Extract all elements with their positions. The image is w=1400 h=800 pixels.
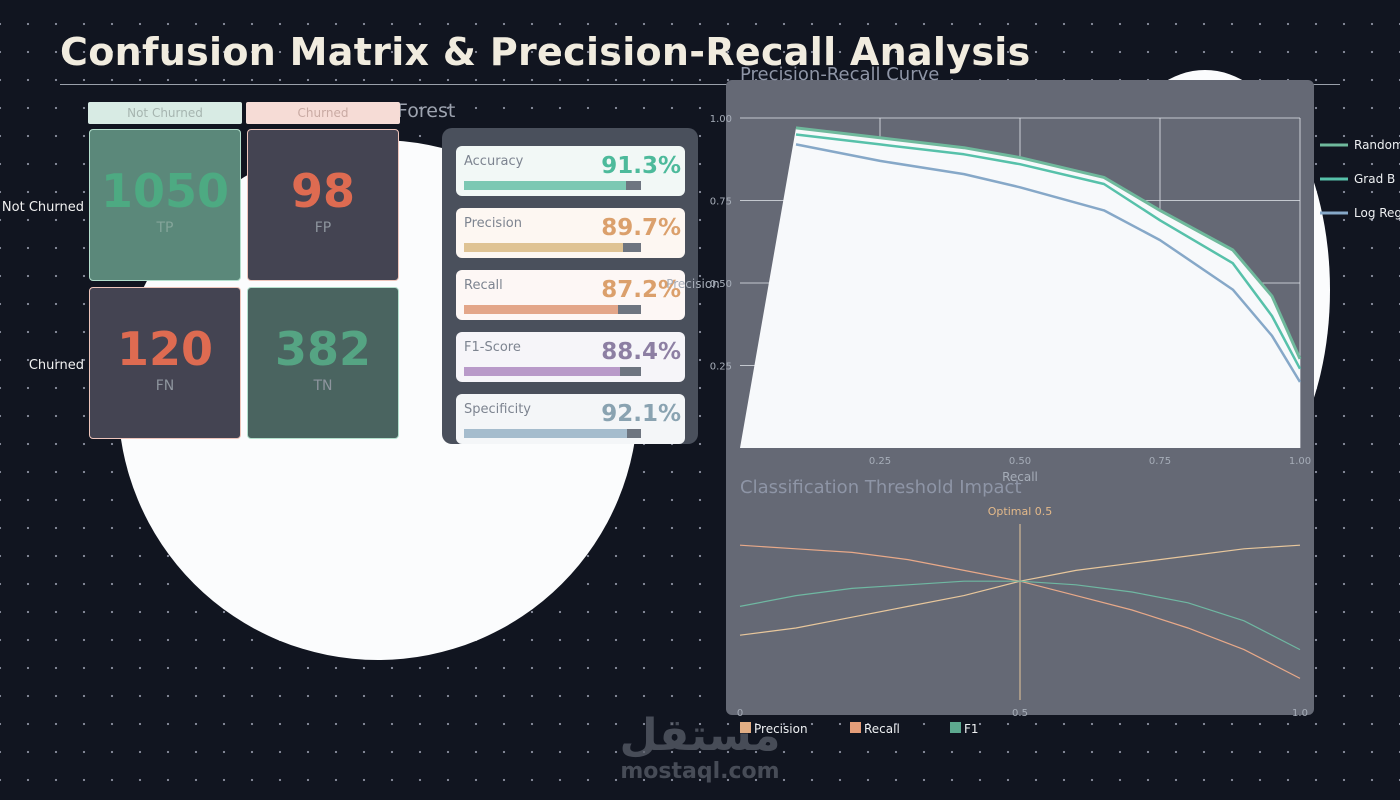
threshold-series-line [739, 580, 1301, 651]
pr-series-line [795, 143, 1302, 383]
metric-card-specificity: Specificity 92.1% [456, 394, 685, 444]
metric-card-f1-score: F1-Score 88.4% [456, 332, 685, 382]
metric-bar-fill [464, 429, 628, 438]
metric-bar-track [464, 429, 641, 438]
metric-name: Specificity [464, 402, 531, 417]
row-header-churned: Churned [28, 358, 84, 373]
cell-value: 382 [274, 322, 372, 376]
watermark: مستقل mostaql.com [620, 710, 781, 784]
pr-y-tick-label: 0.50 [710, 279, 732, 290]
threshold-legend-swatch [850, 722, 861, 733]
pr-legend-label: Log Reg [1354, 206, 1400, 220]
pr-legend-label: Random [1354, 138, 1400, 152]
metric-name: F1-Score [464, 340, 521, 355]
threshold-x-tick-label: 0.5 [1012, 708, 1028, 719]
column-header-churned: Churned [246, 102, 400, 124]
threshold-legend-swatch [950, 722, 961, 733]
confusion-matrix-subtitle: Forest [397, 100, 456, 122]
metric-value: 91.3% [601, 153, 681, 179]
cell-value: 120 [116, 322, 214, 376]
cell-true-negative[interactable]: 382 TN [247, 287, 399, 439]
title-divider [60, 84, 1340, 85]
metric-bar-track [464, 367, 641, 376]
pr-series-line [795, 126, 1302, 360]
metric-value: 92.1% [601, 401, 681, 427]
row-header-not-churned: Not Churned [1, 200, 84, 215]
metric-bar-fill [464, 181, 626, 190]
metric-bar-track [464, 181, 641, 190]
precision-recall-chart: 0.25 0.50 0.75 1.00 0.25 0.50 0.75 1.00 Random Gr… [710, 114, 1400, 467]
watermark-domain: mostaql.com [620, 759, 779, 784]
cell-false-negative[interactable]: 120 FN [89, 287, 241, 439]
threshold-impact-chart: 0 0.5 1.0 Precision Recall F1 [737, 524, 1308, 736]
threshold-x-tick-label: 0 [737, 708, 743, 719]
pr-x-axis-label: Recall [1002, 470, 1038, 484]
pr-area-fill [740, 127, 1300, 449]
cell-value: 98 [290, 164, 355, 218]
metric-card-accuracy: Accuracy 91.3% [456, 146, 685, 196]
metrics-panel: Accuracy 91.3% Precision 89.7% Recall 87… [442, 128, 698, 444]
cell-label: FN [155, 378, 175, 394]
metric-name: Accuracy [464, 154, 524, 169]
metric-name: Recall [464, 278, 503, 293]
watermark-logo: مستقل [620, 710, 781, 761]
pr-y-tick-label: 1.00 [710, 114, 732, 125]
cell-true-positive[interactable]: 1050 TP [89, 129, 241, 281]
cell-label: FP [314, 220, 332, 236]
cell-value: 1050 [100, 164, 230, 218]
metric-bar-fill [464, 367, 621, 376]
pr-chart-title: Precision-Recall Curve [740, 64, 939, 85]
column-header-not-churned: Not Churned [88, 102, 242, 124]
threshold-legend-swatch [740, 722, 751, 733]
pr-y-tick-label: 0.75 [710, 197, 732, 208]
threshold-chart-title: Classification Threshold Impact [740, 477, 1022, 498]
threshold-x-tick-label: 1.0 [1292, 708, 1308, 719]
metric-card-precision: Precision 89.7% [456, 208, 685, 258]
metric-bar-track [464, 305, 641, 314]
metric-value: 89.7% [601, 215, 681, 241]
threshold-legend-label: F1 [964, 722, 979, 736]
metric-bar-track [464, 243, 641, 252]
pr-x-tick-label: 0.50 [1009, 456, 1031, 467]
pr-series-line [795, 133, 1302, 370]
cell-label: TP [156, 220, 174, 236]
pr-y-tick-label: 0.25 [710, 362, 732, 373]
metric-name: Precision [464, 216, 523, 231]
pr-x-tick-label: 0.75 [1149, 456, 1171, 467]
threshold-legend-label: Recall [864, 722, 900, 736]
pr-legend-label: Grad B [1354, 172, 1395, 186]
metric-value: 87.2% [601, 277, 681, 303]
pr-x-tick-label: 1.00 [1289, 456, 1311, 467]
metric-bar-fill [464, 305, 619, 314]
metric-card-recall: Recall 87.2% [456, 270, 685, 320]
pr-x-tick-label: 0.25 [869, 456, 891, 467]
cell-false-positive[interactable]: 98 FP [247, 129, 399, 281]
pr-y-axis-label: Precision [666, 277, 720, 291]
metric-value: 88.4% [601, 339, 681, 365]
page-title: Confusion Matrix & Precision-Recall Anal… [60, 30, 1031, 74]
threshold-legend-label: Precision [754, 722, 808, 736]
cell-label: TN [313, 378, 333, 394]
metric-bar-fill [464, 243, 623, 252]
threshold-optimal-annotation: Optimal 0.5 [988, 505, 1053, 518]
